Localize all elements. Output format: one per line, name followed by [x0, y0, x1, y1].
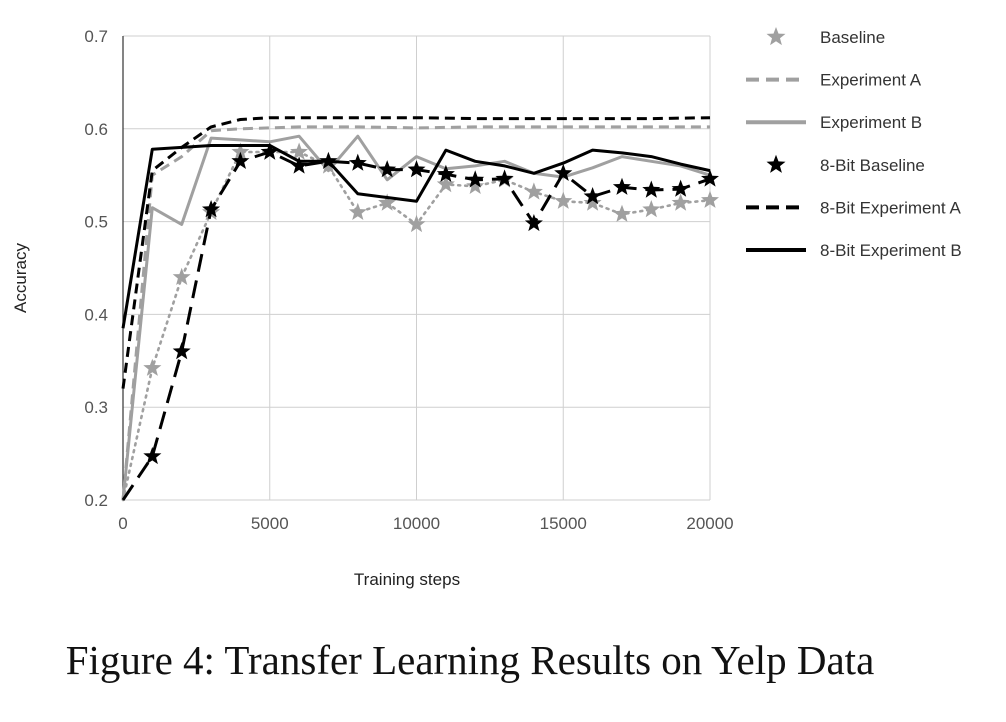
x-tick-label: 0: [118, 514, 127, 533]
legend-item: 8-Bit Baseline: [766, 154, 925, 175]
series-line: [121, 125, 710, 501]
line-chart: 0.2 0.3 0.4 0.5 0.6 0.7 0 5000 10000 15000 20000 T…: [11, 27, 962, 589]
series-layer: [121, 116, 719, 502]
y-tick-label: 0.6: [84, 120, 108, 139]
series-experiment-b: [121, 134, 711, 501]
data-point: [231, 151, 250, 169]
data-point: [143, 358, 162, 376]
legend-item: 8-Bit Experiment B: [746, 241, 962, 260]
series-experiment-a: [121, 125, 710, 501]
series-line: [121, 144, 711, 329]
data-point: [378, 193, 397, 211]
data-point: [260, 142, 279, 160]
data-point: [407, 160, 426, 178]
data-point: [290, 142, 309, 160]
x-tick-label: 5000: [251, 514, 289, 533]
data-point: [231, 142, 250, 160]
data-point: [524, 214, 543, 232]
legend: Baseline Experiment A Experiment B 8-Bit Ba…: [746, 27, 962, 260]
legend-label: Experiment A: [820, 71, 922, 90]
series-8-bit-baseline: [121, 142, 719, 501]
data-point: [466, 170, 485, 188]
legend-item: Baseline: [766, 27, 885, 47]
data-point: [290, 156, 309, 174]
x-tick-label: 20000: [686, 514, 733, 533]
data-point: [583, 193, 602, 211]
series-line: [121, 116, 711, 389]
x-axis-label: Training steps: [354, 570, 460, 589]
data-point: [671, 179, 690, 197]
legend-label: 8-Bit Experiment B: [820, 241, 962, 260]
x-tick-label: 10000: [393, 514, 440, 533]
data-point: [701, 169, 719, 187]
y-tick-label: 0.4: [84, 305, 108, 324]
data-point: [524, 182, 543, 200]
data-point: [612, 177, 631, 195]
series-8-bit-experiment-a: [121, 116, 711, 389]
y-tick-label: 0.2: [84, 491, 108, 510]
data-point: [436, 164, 455, 182]
legend-item: Experiment B: [746, 113, 922, 132]
legend-label: Experiment B: [820, 113, 922, 132]
legend-swatch: [766, 154, 786, 173]
y-tick-label: 0.5: [84, 213, 108, 232]
y-tick-label: 0.7: [84, 27, 108, 46]
data-point: [583, 187, 602, 205]
y-tick-label: 0.3: [84, 398, 108, 417]
data-point: [466, 176, 485, 194]
legend-label: Baseline: [820, 28, 885, 47]
data-point: [172, 342, 191, 360]
legend-label: 8-Bit Experiment A: [820, 198, 961, 217]
figure-caption: Figure 4: Transfer Learning Results on Y…: [65, 637, 875, 683]
data-point: [495, 169, 514, 187]
data-point: [554, 163, 573, 181]
data-point: [407, 214, 426, 233]
data-point: [378, 160, 397, 178]
legend-swatch: [766, 27, 786, 46]
legend-item: 8-Bit Experiment A: [746, 198, 961, 217]
data-point: [701, 190, 719, 208]
data-point: [642, 180, 661, 198]
data-point: [348, 153, 367, 171]
data-point: [436, 175, 455, 193]
legend-item: Experiment A: [746, 71, 922, 90]
grid: [122, 35, 711, 501]
data-point: [143, 446, 162, 465]
data-point: [671, 193, 690, 211]
legend-label: 8-Bit Baseline: [820, 156, 925, 175]
data-point: [319, 151, 338, 169]
data-point: [348, 202, 367, 220]
series-8-bit-experiment-b: [121, 144, 711, 329]
data-point: [554, 191, 573, 209]
series-line: [121, 134, 711, 501]
data-point: [612, 204, 631, 222]
y-axis-label: Accuracy: [11, 243, 30, 313]
data-point: [202, 200, 221, 218]
data-point: [172, 267, 191, 285]
x-tick-label: 15000: [540, 514, 587, 533]
data-point: [642, 200, 661, 218]
tick-labels: 0.2 0.3 0.4 0.5 0.6 0.7 0 5000 10000 15000 20000: [84, 27, 733, 533]
